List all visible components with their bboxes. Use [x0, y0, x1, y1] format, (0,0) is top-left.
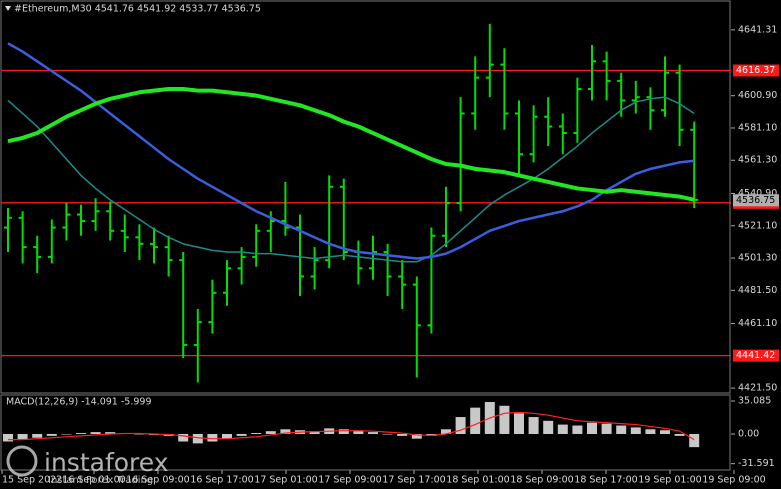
macd-bar — [3, 433, 13, 442]
last-price-label: 4536.75 — [736, 195, 775, 206]
macd-bar — [192, 433, 203, 444]
main-panel-frame — [0, 0, 731, 394]
moving-average — [7, 87, 695, 202]
macd-bar — [557, 424, 568, 434]
macd-bar — [645, 429, 656, 434]
x-tick-label: 19 Sep 01:00 — [638, 475, 701, 486]
level-label: 4616.37 — [736, 65, 775, 76]
macd-panel-frame — [0, 394, 731, 471]
moving-average — [7, 96, 695, 263]
macd-bar — [105, 432, 116, 434]
y-tick-label: 4461.10 — [738, 318, 777, 329]
macd-bar — [674, 433, 685, 436]
watermark-sub: Instant Forex Trading — [48, 475, 153, 486]
level-label-box — [733, 64, 779, 77]
macd-bar — [280, 429, 291, 434]
macd-bar — [178, 433, 189, 442]
macd-bar — [265, 431, 276, 434]
x-tick-label: 17 Sep 01:00 — [254, 475, 317, 486]
y-tick-label: 4421.50 — [738, 383, 777, 394]
x-tick-label: 16 Sep 01:00 — [62, 475, 125, 486]
macd-bar — [660, 430, 670, 434]
macd-bar — [382, 433, 393, 435]
macd-bar — [32, 433, 43, 438]
macd-bar — [368, 432, 378, 434]
macd-bar — [61, 433, 72, 435]
y-tick-label: 4600.90 — [738, 90, 777, 101]
y-tick-label: -31.591 — [738, 458, 775, 469]
x-tick-label: 16 Sep 09:00 — [126, 475, 189, 486]
macd-bar — [134, 433, 145, 435]
macd-bar — [411, 433, 422, 439]
chart-title: #Ethereum,M30 4541.76 4541.92 4533.77 45… — [14, 4, 261, 15]
macd-bar — [572, 425, 583, 434]
y-tick-label: 4561.30 — [738, 155, 777, 166]
macd-bar — [528, 417, 539, 434]
y-tick-label: 0.00 — [738, 428, 759, 439]
macd-bar — [470, 407, 481, 434]
level-label: 4441.42 — [736, 350, 775, 361]
macd-bar — [90, 432, 101, 434]
y-tick-label: 35.085 — [738, 395, 771, 406]
y-tick-label: 4540.90 — [738, 188, 777, 199]
macd-bar — [236, 433, 247, 436]
macd-bar — [222, 433, 232, 439]
macd-bar — [46, 433, 57, 436]
macd-bar — [543, 420, 554, 434]
y-tick-label: 4641.31 — [738, 24, 777, 35]
signal-line — [8, 411, 695, 441]
macd-bar — [689, 433, 700, 448]
x-tick-label: 18 Sep 09:00 — [510, 475, 573, 486]
moving-average — [7, 42, 695, 260]
x-tick-label: 15 Sep 2022 — [2, 475, 62, 486]
x-tick-label: 19 Sep 09:00 — [702, 475, 765, 486]
last-price-box — [733, 194, 779, 207]
macd-bar — [616, 425, 627, 434]
watermark: instaforex — [44, 448, 169, 477]
y-tick-label: 4481.50 — [738, 285, 777, 296]
y-tick-label: 4581.10 — [738, 122, 777, 133]
macd-bar — [353, 431, 364, 434]
level-label-box — [733, 349, 779, 362]
macd-bar — [630, 427, 641, 434]
x-tick-label: 18 Sep 17:00 — [574, 475, 637, 486]
x-tick-label: 18 Sep 01:00 — [446, 475, 509, 486]
macd-bar — [514, 413, 524, 434]
x-tick-label: 16 Sep 17:00 — [190, 475, 253, 486]
y-tick-label: 4501.30 — [738, 253, 777, 264]
macd-bar — [309, 431, 320, 434]
x-tick-label: 17 Sep 09:00 — [318, 475, 381, 486]
macd-bar — [601, 423, 612, 434]
macd-bar — [207, 433, 218, 442]
macd-bar — [397, 433, 408, 436]
macd-bar — [499, 405, 510, 434]
title-icon — [5, 6, 11, 11]
macd-title: MACD(12,26,9) -14.091 -5.999 — [6, 397, 151, 408]
x-tick-label: 17 Sep 17:00 — [382, 475, 445, 486]
macd-bar — [17, 433, 28, 440]
macd-bar — [251, 433, 262, 434]
y-tick-label: 4521.10 — [738, 220, 777, 231]
macd-bar — [587, 422, 597, 434]
macd-bar — [338, 429, 349, 434]
macd-bar — [455, 417, 466, 434]
macd-bar — [441, 429, 451, 434]
watermark-group: instaforex Instant Forex Trading — [6, 445, 169, 486]
watermark-logo — [6, 445, 38, 477]
macd-bar — [76, 433, 86, 434]
